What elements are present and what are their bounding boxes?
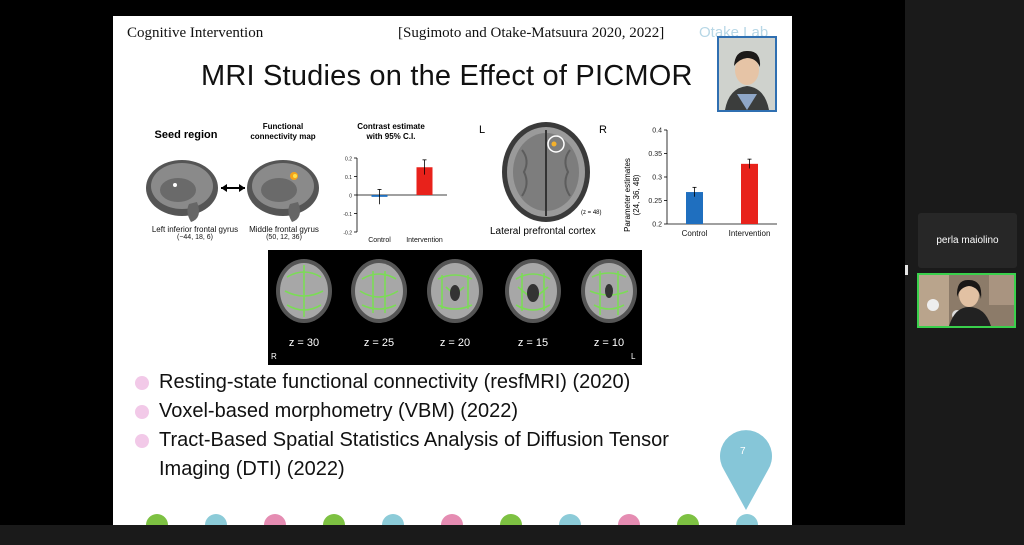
dti-left-label: L	[631, 352, 636, 361]
participant-video-tile[interactable]	[917, 273, 1016, 328]
dti-right-label: R	[271, 352, 277, 361]
bullet-text: Tract-Based Spatial Statistics Analysis …	[159, 429, 669, 480]
connectivity-map-label: Functional connectivity map	[241, 122, 325, 142]
bullet-dot-icon	[135, 434, 149, 448]
bead-icon	[264, 514, 286, 525]
parameter-ylabel-line-2: (24, 36, 48)	[632, 174, 641, 216]
bead-icon	[205, 514, 227, 525]
seed-region-label: Seed region	[154, 129, 218, 141]
presentation-slide: Cognitive Intervention [Sugimoto and Ota…	[113, 16, 792, 525]
region-2-coords: (50, 12, 36)	[266, 234, 302, 241]
dti-slice-z-label: z = 25	[363, 337, 395, 349]
dti-panel: z = 30 z = 25 z = 20 z = 15 z = 10 R L	[268, 250, 642, 365]
lateral-prefrontal-caption: Lateral prefrontal cortex	[490, 226, 596, 237]
x-category-label: Control	[368, 237, 391, 242]
bead-icon	[618, 514, 640, 525]
axial-brain-image	[502, 122, 590, 222]
bead-icon	[441, 514, 463, 525]
screen-share-area: Cognitive Intervention [Sugimoto and Ota…	[0, 0, 905, 525]
y-tick-label: 0.2	[345, 157, 352, 163]
left-hemisphere-label: L	[479, 124, 486, 136]
slide-header-citation: [Sugimoto and Otake-Matsuura 2020, 2022]	[398, 25, 665, 41]
bar	[416, 167, 433, 195]
dti-slice-image	[351, 259, 407, 323]
x-category-label: Control	[682, 229, 708, 238]
dti-slice-z-label: z = 10	[593, 337, 625, 349]
y-tick-label: 0.3	[652, 175, 662, 182]
contrast-title-line-1: Contrast estimate	[357, 122, 425, 131]
parameter-ylabel-line-1: Parameter estimates	[623, 158, 632, 232]
y-tick-label: 0.35	[648, 151, 662, 158]
sagittal-brain-images	[146, 160, 319, 222]
bar	[686, 192, 703, 224]
contrast-chart-title: Contrast estimate with 95% C.I.	[341, 122, 441, 142]
dti-slice-z-label: z = 30	[288, 337, 320, 349]
dti-slice-z-label: z = 20	[439, 337, 471, 349]
participant-video-image	[919, 275, 1014, 326]
y-tick-label: 0.25	[648, 198, 662, 205]
slide-header-topic: Cognitive Intervention	[127, 25, 264, 41]
connectivity-label-line-2: connectivity map	[250, 132, 316, 141]
bead-icon	[736, 514, 758, 525]
bullet-item: Resting-state functional connectivity (r…	[133, 368, 773, 397]
decorative-beads	[146, 514, 766, 525]
dti-slice-image	[505, 259, 561, 323]
bead-icon	[500, 514, 522, 525]
bullet-item: Tract-Based Spatial Statistics Analysis …	[133, 426, 741, 484]
dti-slice-image	[276, 259, 332, 323]
bead-icon	[323, 514, 345, 525]
participant-name-tile[interactable]: perla maiolino	[918, 213, 1017, 268]
y-tick-label: 0.1	[345, 175, 352, 181]
y-tick-label: -0.2	[343, 231, 352, 237]
bar	[741, 163, 758, 224]
slide-title: MRI Studies on the Effect of PICMOR	[201, 60, 693, 92]
region-1-label: Left inferior frontal gyrus (−44, 18, 6)	[135, 225, 255, 241]
bullet-text: Resting-state functional connectivity (r…	[159, 371, 631, 393]
panel-resize-handle[interactable]	[905, 265, 908, 275]
dti-slice-z-label: z = 15	[517, 337, 549, 349]
parameter-estimates-chart: 0.4 0.35 0.3 0.25 0.2 Control Intervention	[648, 128, 777, 238]
presenter-photo	[717, 36, 777, 112]
dti-slice-image	[427, 259, 483, 323]
bullet-list: Resting-state functional connectivity (r…	[133, 368, 773, 484]
x-category-label: Intervention	[729, 229, 771, 238]
bullet-dot-icon	[135, 405, 149, 419]
bullet-item: Voxel-based morphometry (VBM) (2022)	[133, 397, 773, 426]
page-number: 7	[740, 446, 746, 457]
bead-icon	[382, 514, 404, 525]
participant-name: perla maiolino	[936, 235, 999, 246]
y-tick-label: 0.2	[652, 222, 662, 229]
right-hemisphere-label: R	[599, 124, 607, 136]
y-tick-label: 0	[349, 194, 352, 200]
contrast-estimate-chart: 0.2 0.1 0 -0.1 -0.2 Control Intervention	[343, 157, 447, 242]
axial-z-label: (z = 48)	[581, 210, 602, 216]
contrast-title-line-2: with 95% C.I.	[366, 132, 416, 141]
page-number-pin-icon	[720, 430, 772, 510]
bead-icon	[146, 514, 168, 525]
region-1-name: Left inferior frontal gyrus	[151, 225, 239, 234]
region-1-coords: (−44, 18, 6)	[177, 234, 213, 241]
parameter-ylabel: Parameter estimates (24, 36, 48)	[620, 156, 644, 232]
bead-icon	[677, 514, 699, 525]
y-tick-label: 0.4	[652, 128, 662, 135]
connectivity-label-line-1: Functional	[262, 122, 304, 131]
region-2-label: Middle frontal gyrus (50, 12, 36)	[241, 225, 327, 241]
bead-icon	[559, 514, 581, 525]
bullet-text: Voxel-based morphometry (VBM) (2022)	[159, 400, 519, 422]
bullet-dot-icon	[135, 376, 149, 390]
x-category-label: Intervention	[406, 237, 443, 242]
y-tick-label: -0.1	[343, 212, 352, 218]
region-2-name: Middle frontal gyrus	[249, 225, 319, 234]
dti-slice-image	[581, 259, 637, 323]
